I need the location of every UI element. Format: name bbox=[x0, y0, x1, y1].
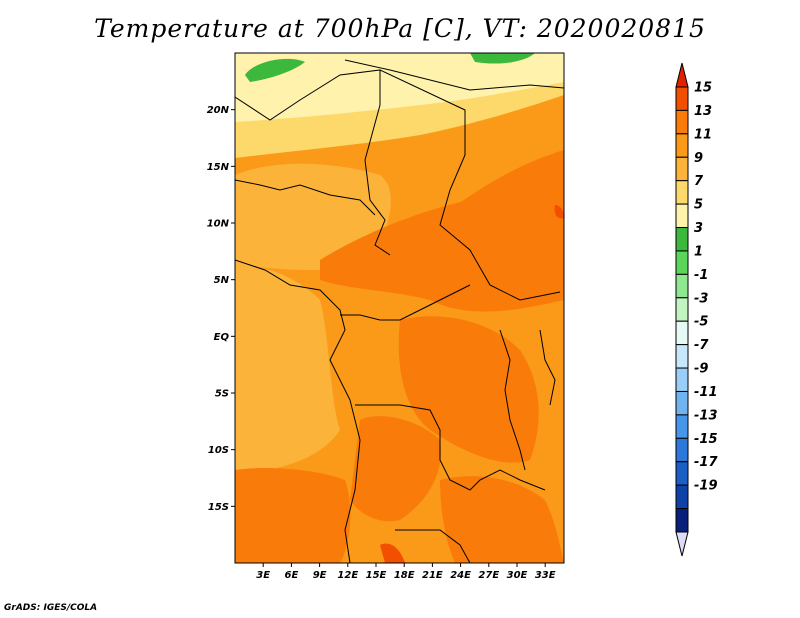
grads-credit: GrADS: IGES/COLA bbox=[4, 603, 98, 613]
colorbar-label: -13 bbox=[694, 408, 718, 423]
colorbar-label: -3 bbox=[694, 291, 708, 306]
colorbar: 15 13 11 9 7 5 3 1 -1 -3 -5 -7 -9 -11 -13 -15 -17 -19 bbox=[675, 62, 718, 557]
latitude-axis: 20N 15N 10N 5N EQ 5S 10S 15S bbox=[207, 105, 235, 513]
colorbar-segment bbox=[675, 484, 689, 510]
lon-tick-label: 6E bbox=[285, 570, 299, 581]
colorbar-label: -19 bbox=[694, 479, 718, 494]
lat-tick-label: EQ bbox=[214, 332, 230, 343]
lon-tick-label: 9E bbox=[313, 570, 327, 581]
lon-tick-label: 33E bbox=[535, 570, 556, 581]
colorbar-segment bbox=[675, 390, 689, 416]
country-borders bbox=[235, 59, 564, 563]
colorbar-segment bbox=[675, 109, 689, 135]
chart-title: Temperature at 700hPa [C], VT: 202002081… bbox=[94, 14, 706, 43]
colorbar-label: 13 bbox=[694, 104, 712, 119]
colorbar-segment bbox=[675, 344, 689, 369]
colorbar-label: -1 bbox=[694, 268, 708, 283]
lat-tick-label: 10N bbox=[207, 219, 230, 230]
colorbar-segment bbox=[675, 414, 689, 439]
colorbar-segment bbox=[675, 227, 689, 252]
colorbar-label: -15 bbox=[694, 432, 718, 447]
lon-tick-label: 3E bbox=[256, 570, 270, 581]
colorbar-segment bbox=[675, 273, 689, 299]
colorbar-label: 11 bbox=[694, 127, 712, 142]
colorbar-segment bbox=[675, 461, 689, 486]
colorbar-label: 3 bbox=[694, 221, 703, 236]
colorbar-label: -11 bbox=[694, 385, 718, 400]
lon-tick-label: 30E bbox=[507, 570, 528, 581]
colorbar-segment bbox=[675, 437, 689, 463]
colorbar-segment bbox=[675, 531, 689, 557]
lon-tick-label: 21E bbox=[422, 570, 443, 581]
lat-tick-label: 15N bbox=[207, 162, 230, 173]
temperature-field bbox=[235, 53, 564, 563]
colorbar-label: 15 bbox=[694, 81, 712, 96]
colorbar-label: 9 bbox=[694, 151, 703, 166]
lon-tick-label: 18E bbox=[394, 570, 415, 581]
colorbar-segment bbox=[675, 250, 689, 275]
colorbar-segment bbox=[675, 156, 689, 182]
colorbar-segment bbox=[675, 62, 689, 88]
lon-tick-label: 24E bbox=[450, 570, 471, 581]
colorbar-label: 5 bbox=[694, 198, 703, 213]
lat-tick-label: 5S bbox=[215, 389, 229, 400]
colorbar-segment bbox=[675, 297, 689, 322]
lat-tick-label: 15S bbox=[208, 502, 229, 513]
colorbar-segment bbox=[675, 367, 689, 392]
colorbar-segment bbox=[675, 203, 689, 229]
longitude-axis: 3E 6E 9E 12E 15E 18E 21E 24E 27E 30E 33E bbox=[256, 563, 556, 581]
lat-tick-label: 20N bbox=[207, 105, 230, 116]
colorbar-segment bbox=[675, 180, 689, 205]
lon-tick-label: 12E bbox=[337, 570, 358, 581]
colorbar-label: -5 bbox=[694, 315, 708, 330]
colorbar-segment bbox=[675, 86, 689, 111]
colorbar-label: 1 bbox=[694, 244, 703, 259]
colorbar-label: -17 bbox=[694, 455, 718, 470]
colorbar-segment bbox=[675, 320, 689, 346]
lon-tick-label: 15E bbox=[366, 570, 387, 581]
colorbar-label: 7 bbox=[694, 174, 704, 189]
lat-tick-label: 10S bbox=[208, 445, 229, 456]
colorbar-segment bbox=[675, 508, 689, 533]
colorbar-segment bbox=[675, 133, 689, 158]
lat-tick-label: 5N bbox=[214, 275, 230, 286]
colorbar-label: -9 bbox=[694, 362, 708, 377]
lon-tick-label: 27E bbox=[478, 570, 499, 581]
colorbar-label: -7 bbox=[694, 338, 709, 353]
